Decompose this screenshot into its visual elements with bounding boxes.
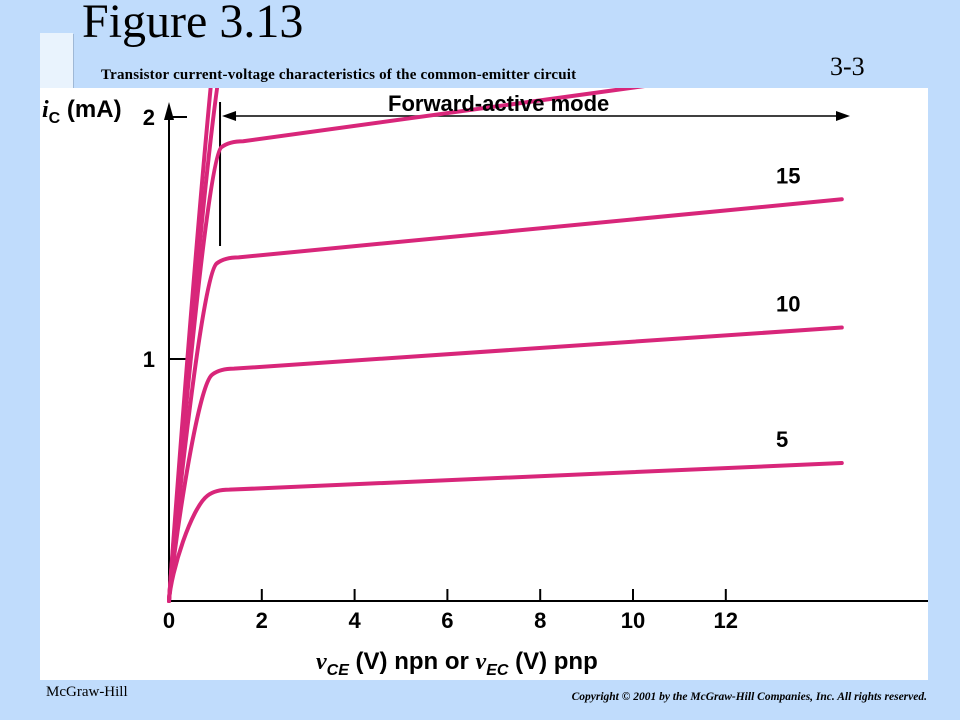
copyright-notice: Copyright © 2001 by the McGraw-Hill Comp… (571, 691, 927, 703)
figure-subtitle: Transistor current-voltage characteristi… (101, 67, 577, 83)
active-mode-label: Forward-active mode (388, 91, 609, 116)
ib-curve (167, 197, 844, 603)
decorative-bar (40, 33, 73, 93)
labels: 024681012123iC (mA)vCE (V) npn or vEC (V… (42, 91, 800, 679)
curves (167, 88, 844, 603)
x-tick-label: 8 (534, 608, 546, 633)
slide-number: 3-3 (830, 52, 865, 81)
figure-panel: 024681012123iC (mA)vCE (V) npn or vEC (V… (40, 88, 928, 680)
y-axis-label: iC (mA) (42, 96, 122, 127)
x-tick-label: 12 (714, 608, 738, 633)
ib-curve (167, 88, 645, 603)
y-axis-arrow (164, 102, 174, 120)
series-label: 10 (776, 292, 800, 317)
iv-characteristics-chart: 024681012123iC (mA)vCE (V) npn or vEC (V… (42, 88, 928, 679)
ib-curve (167, 325, 844, 603)
active-mode-arrow-right (836, 111, 850, 121)
x-tick-label: 2 (256, 608, 268, 633)
axes (164, 102, 928, 602)
series-label: 15 (776, 163, 800, 188)
y-tick-label: 2 (143, 105, 155, 130)
ib-curve (167, 88, 213, 603)
publisher-name: McGraw-Hill (46, 684, 128, 700)
x-axis-label: vCE (V) npn or vEC (V) pnp (316, 648, 598, 679)
series-label: 5 (776, 427, 788, 452)
x-tick-label: 6 (441, 608, 453, 633)
x-tick-label: 0 (163, 608, 175, 633)
y-tick-label: 1 (143, 347, 155, 372)
x-tick-label: 10 (621, 608, 645, 633)
active-mode-arrow-left (222, 111, 237, 121)
figure-title: Figure 3.13 (82, 0, 304, 48)
x-tick-label: 4 (348, 608, 361, 633)
ib-curve (167, 461, 844, 603)
ib-curve (167, 88, 220, 603)
